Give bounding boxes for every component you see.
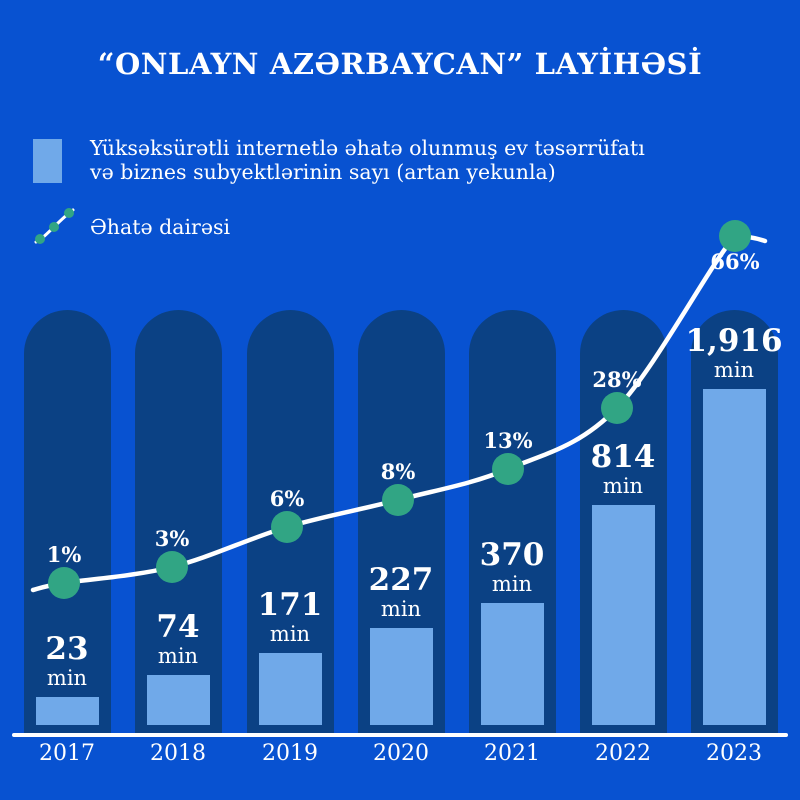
percent-label-2020: 8% <box>380 459 416 484</box>
value-number: 227 <box>368 562 434 598</box>
year-label-2019: 2019 <box>262 741 318 766</box>
bar-2018 <box>146 675 210 725</box>
bar-2020 <box>369 628 433 725</box>
value-label-2017: 23 min <box>7 631 127 691</box>
line-dot-2019 <box>271 511 303 543</box>
percent-label-2018: 3% <box>154 526 190 551</box>
line-legend-label: Əhatə dairəsi <box>90 215 231 239</box>
value-unit: min <box>269 622 311 646</box>
value-label-2019: 171 min <box>230 587 350 647</box>
trend-line-icon <box>34 208 75 244</box>
value-unit: min <box>491 572 533 596</box>
page-title: “ONLAYN AZƏRBAYCAN” LAYİHƏSİ <box>97 47 703 81</box>
year-label-2021: 2021 <box>484 741 540 766</box>
year-label-2022: 2022 <box>595 741 651 766</box>
bar-legend-label: Yüksəksürətli internetlə əhatə olunmuş e… <box>90 136 645 184</box>
value-number: 171 <box>257 587 323 623</box>
value-number: 814 <box>590 439 656 475</box>
value-unit: min <box>157 644 199 668</box>
value-label-2022: 814 min <box>563 439 683 499</box>
x-axis-line <box>12 733 788 737</box>
value-label-2023: 1,916 min <box>674 323 794 383</box>
line-dot-2018 <box>156 551 188 583</box>
value-label-2020: 227 min <box>341 562 461 622</box>
bar-legend-swatch <box>33 139 62 183</box>
percent-label-2023: 66% <box>710 249 760 274</box>
bar-2017 <box>35 697 99 725</box>
bar-2021 <box>480 603 544 725</box>
year-label-2018: 2018 <box>150 741 206 766</box>
value-unit: min <box>380 597 422 621</box>
line-dot-2023 <box>719 220 751 252</box>
value-label-2018: 74 min <box>118 609 238 669</box>
line-dot-2021 <box>492 453 524 485</box>
percent-label-2022: 28% <box>592 367 642 392</box>
value-unit: min <box>713 358 755 382</box>
percent-label-2021: 13% <box>483 428 533 453</box>
value-number: 1,916 <box>685 323 783 359</box>
value-number: 74 <box>156 609 200 645</box>
value-number: 370 <box>479 537 545 573</box>
value-unit: min <box>602 474 644 498</box>
bar-2023 <box>702 389 766 725</box>
percent-label-2017: 1% <box>46 542 82 567</box>
column-pill-2018 <box>134 310 222 735</box>
value-label-2021: 370 min <box>452 537 572 597</box>
year-label-2020: 2020 <box>373 741 429 766</box>
year-label-2023: 2023 <box>706 741 762 766</box>
line-dot-2022 <box>601 392 633 424</box>
line-dot-2020 <box>382 484 414 516</box>
bar-2022 <box>591 505 655 725</box>
bar-2019 <box>258 653 322 725</box>
value-number: 23 <box>45 631 89 667</box>
year-label-2017: 2017 <box>39 741 95 766</box>
value-unit: min <box>46 666 88 690</box>
column-pill-2017 <box>23 310 111 735</box>
percent-label-2019: 6% <box>269 486 305 511</box>
line-dot-2017 <box>48 567 80 599</box>
